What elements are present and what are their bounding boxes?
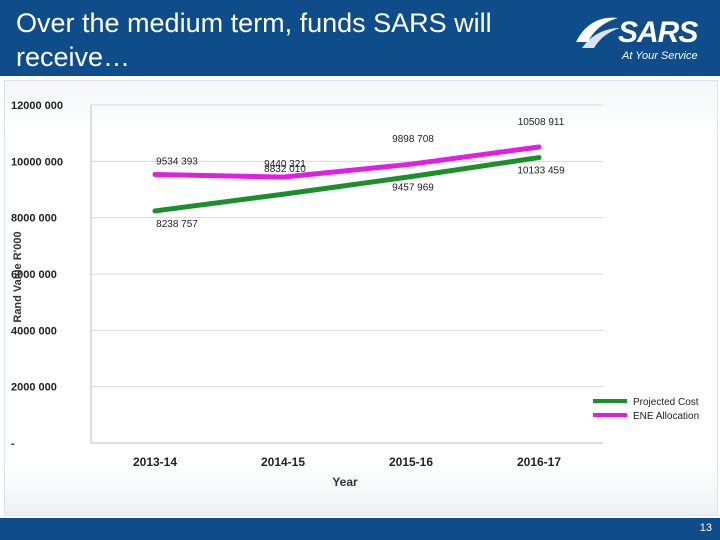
data-label: 9898 708 <box>392 134 434 145</box>
data-label: 9440 321 <box>264 159 306 170</box>
y-tick-label: - <box>11 438 15 450</box>
x-tick-labels: 2013-14 2014-15 2015-16 2016-17 <box>133 455 561 469</box>
data-label: 8238 757 <box>156 219 198 230</box>
slide-header: Over the medium term, funds SARS will re… <box>0 0 720 76</box>
data-label: 8832 010 <box>264 164 306 175</box>
chart-panel: - 2000 000 4000 000 6000 000 8000 000 10000 0… <box>4 80 718 516</box>
legend-entry: Projected Cost <box>633 397 699 408</box>
series-line-ene-allocation <box>152 144 542 180</box>
data-label: 9534 393 <box>156 156 198 167</box>
grid-lines <box>91 104 603 444</box>
data-label: 9457 969 <box>392 183 434 194</box>
legend: Projected Cost ENE Allocation <box>593 397 699 422</box>
series-lines <box>152 144 542 214</box>
line-chart: - 2000 000 4000 000 6000 000 8000 000 10000 0… <box>11 100 699 489</box>
y-tick-label: 12000 000 <box>11 100 63 112</box>
y-tick-label: 4000 000 <box>11 325 57 337</box>
axes <box>90 105 603 444</box>
sars-swoosh-icon <box>576 17 620 48</box>
sars-logo-tagline: At Your Service <box>622 50 698 62</box>
y-axis-label: Rand Value R'000 <box>12 231 24 322</box>
series-line-projected-cost <box>152 155 542 214</box>
y-tick-label: 6000 000 <box>11 269 57 281</box>
y-tick-label: 2000 000 <box>11 382 57 394</box>
slide-title: Over the medium term, funds SARS will re… <box>16 8 492 72</box>
legend-entry: ENE Allocation <box>633 411 699 422</box>
x-tick-label: 2013-14 <box>133 455 177 469</box>
x-tick-label: 2016-17 <box>517 455 561 469</box>
x-tick-label: 2014-15 <box>261 455 305 469</box>
y-tick-labels: - 2000 000 4000 000 6000 000 8000 000 10000 0… <box>11 100 63 450</box>
sars-logo-word: SARS <box>618 16 698 49</box>
x-axis-label: Year <box>332 475 358 489</box>
y-tick-label: 10000 000 <box>11 156 63 168</box>
data-label: 10133 459 <box>517 166 565 177</box>
y-tick-label: 8000 000 <box>11 213 57 225</box>
page-number: 13 <box>699 522 712 534</box>
sars-logo: SARS At Your Service <box>572 12 714 70</box>
data-label: 10508 911 <box>518 117 565 128</box>
data-labels: 8238 757 8832 010 9457 969 10133 459 9534 39… <box>156 117 565 230</box>
slide-footer: 13 <box>0 518 720 540</box>
x-tick-label: 2015-16 <box>389 455 433 469</box>
